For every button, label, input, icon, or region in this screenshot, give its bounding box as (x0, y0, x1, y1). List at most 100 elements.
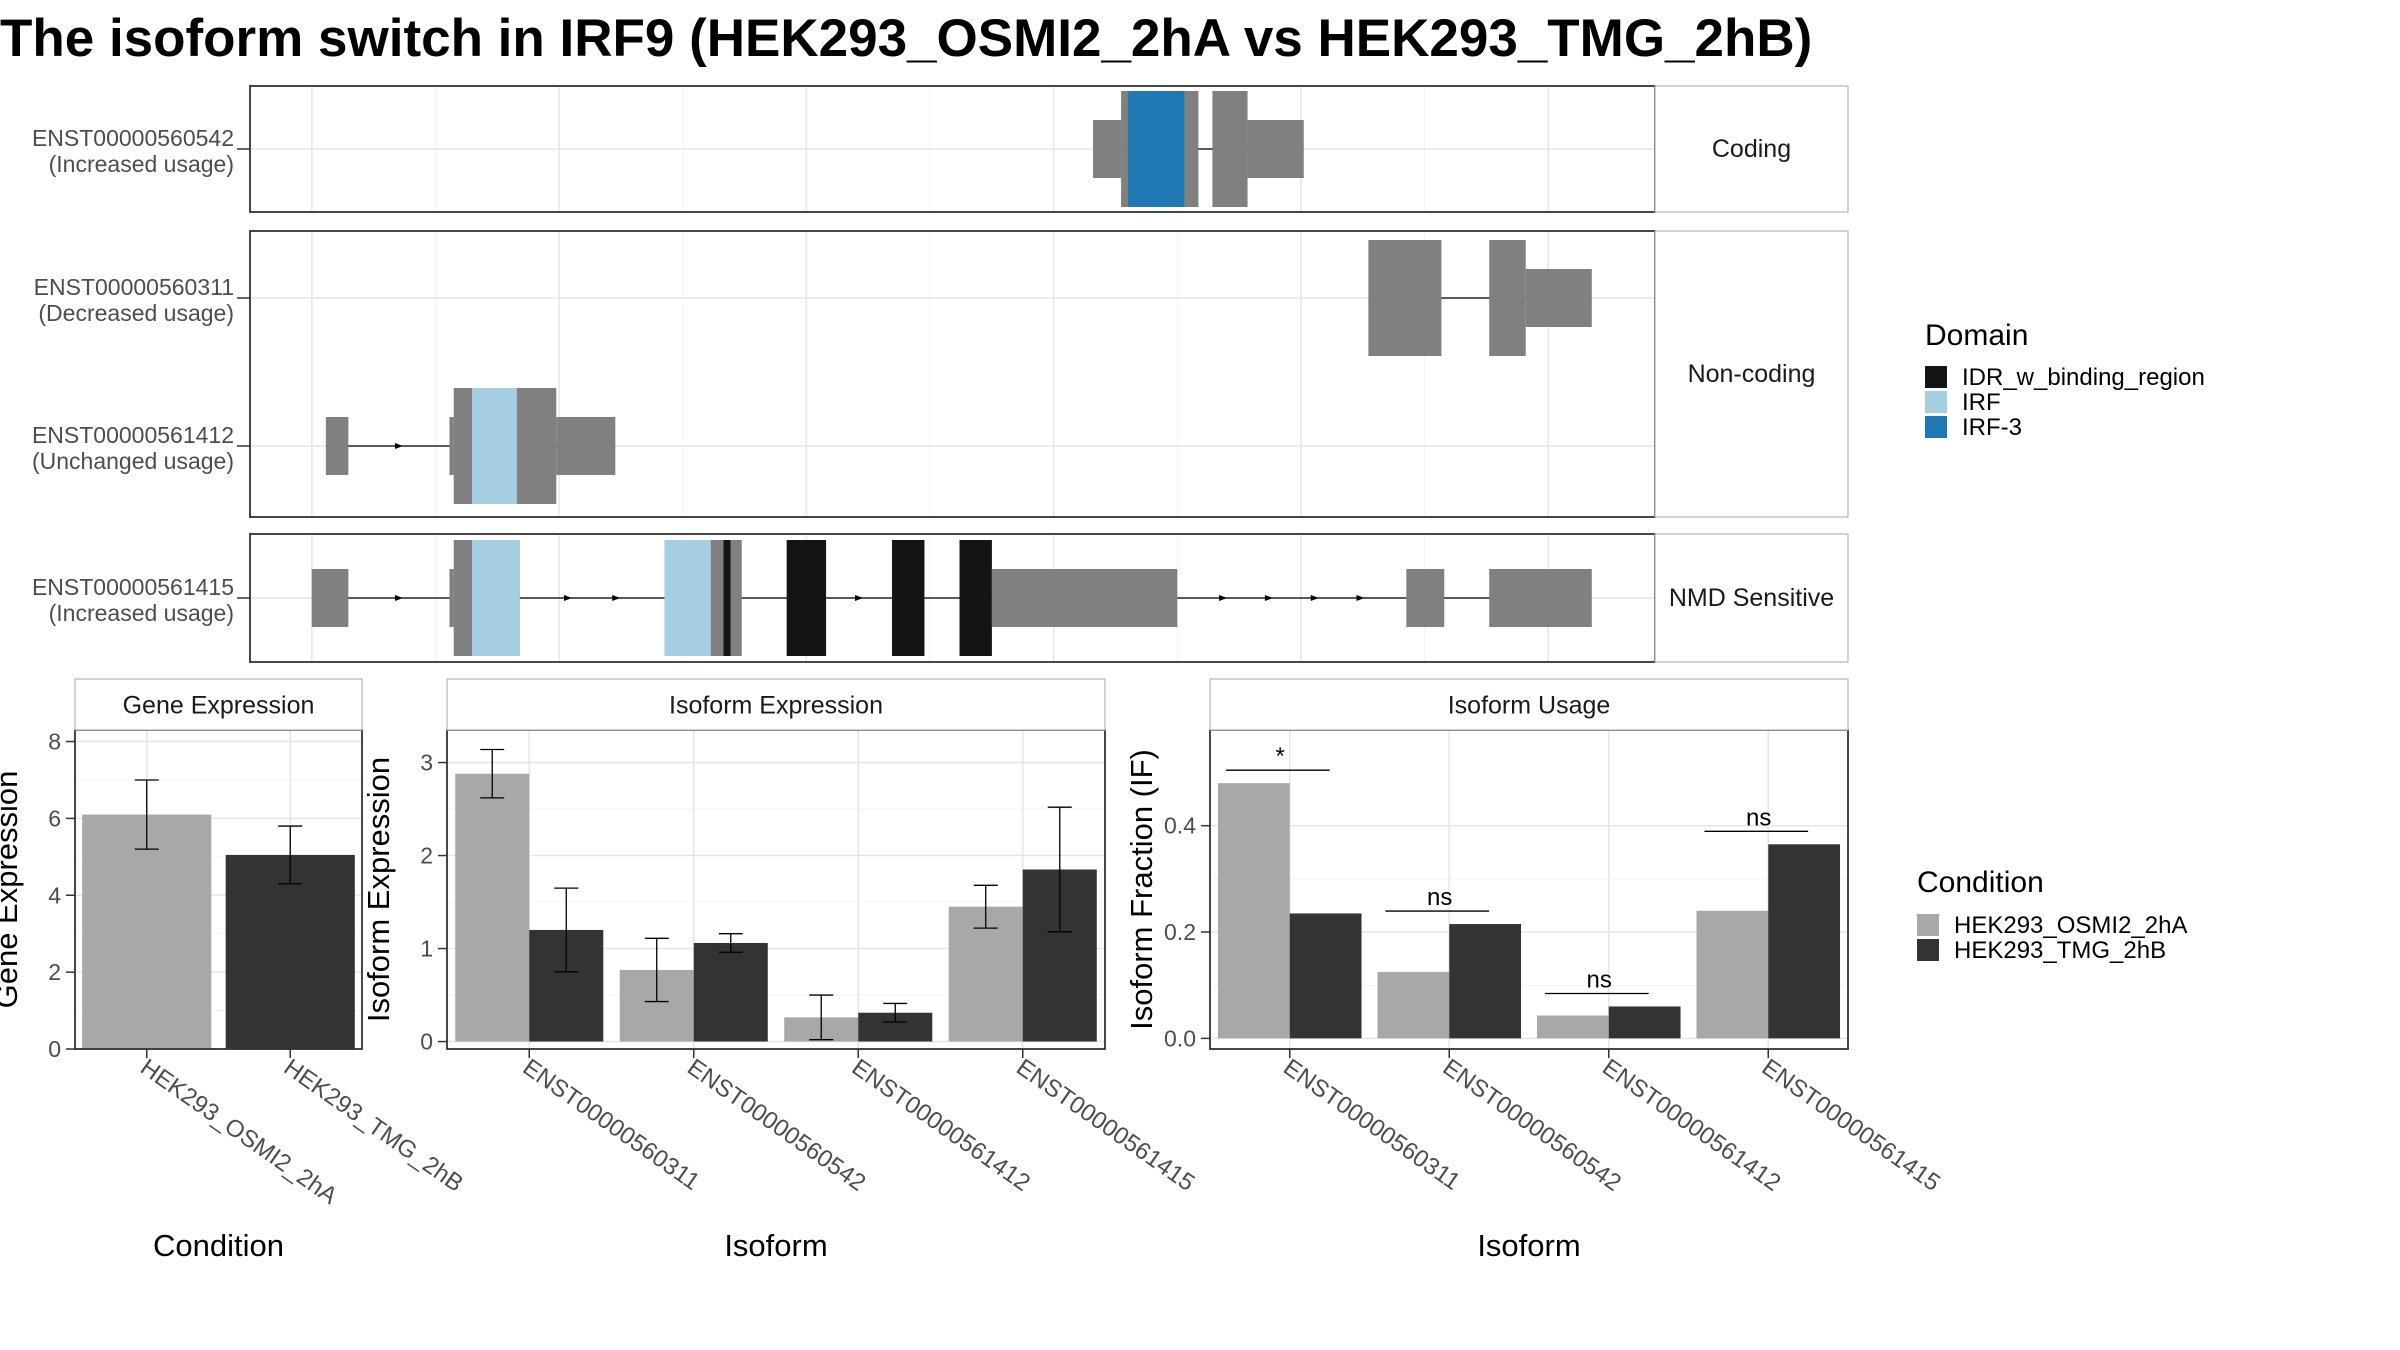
intron-arrow (1356, 595, 1365, 601)
isoform-usage-label: (Decreased usage) (38, 300, 234, 326)
y-tick-label: 3 (420, 750, 433, 776)
bar (948, 906, 1023, 1042)
exon (1406, 569, 1445, 627)
legend-key (1917, 939, 1939, 961)
bar (1449, 924, 1522, 1039)
isoform-usage-label: (Increased usage) (49, 151, 234, 177)
intron-arrow (1310, 595, 1319, 601)
x-tick-label: ENST00000560311 (518, 1054, 705, 1196)
intron-arrow (394, 443, 403, 449)
y-axis-title: Isoform Expression (361, 757, 396, 1022)
significance-label: ns (1427, 884, 1452, 911)
facet-nmd-sensitive: ENST00000561415(Increased usage) NMD Sens… (32, 533, 1849, 663)
x-axis-title: Isoform (1477, 1228, 1580, 1263)
intron-arrow (563, 595, 572, 601)
exon (730, 540, 742, 656)
bar (455, 773, 530, 1042)
error-bar (1047, 806, 1072, 933)
error-bar (278, 825, 303, 885)
exon (449, 569, 454, 627)
intron-arrow (1219, 595, 1228, 601)
x-axis-title: Isoform (724, 1228, 827, 1263)
facet-strip (74, 678, 363, 731)
facet-strip (1654, 85, 1849, 213)
isoform-label: ENST00000560542 (32, 125, 234, 151)
bar-plots: Gene Expression02468HEK293_OSMI2_2hAHEK2… (0, 678, 1945, 1263)
x-tick-label: ENST00000560542 (682, 1054, 870, 1197)
legend-label: HEK293_TMG_2hB (1954, 937, 2166, 964)
isoform-ENST00000561412 (325, 388, 616, 504)
exon (449, 417, 454, 475)
facet-label: NMD Sensitive (1669, 584, 1834, 612)
exon (516, 388, 557, 504)
exon (1212, 91, 1248, 207)
legend-key (1925, 366, 1947, 388)
error-bar (644, 937, 669, 1003)
x-tick-label: ENST00000561415 (1011, 1054, 1199, 1197)
x-tick-label: ENST00000560311 (1278, 1054, 1465, 1196)
facet-label: Isoform Expression (669, 692, 883, 720)
y-tick-label: 2 (420, 843, 433, 869)
chart-title: The isoform switch in IRF9 (HEK293_OSMI2… (0, 9, 1813, 68)
domain-idr_w_binding_region (786, 540, 827, 656)
y-tick-label: 1 (420, 936, 433, 962)
exon (311, 569, 349, 627)
y-axis-title: Isoform Fraction (IF) (1124, 749, 1159, 1030)
exon (1489, 240, 1526, 356)
intron-arrow (855, 595, 864, 601)
y-tick-label: 0 (420, 1029, 433, 1055)
facet-label: Gene Expression (123, 692, 315, 720)
bar (1536, 1015, 1609, 1039)
facet-strip (1654, 533, 1849, 663)
exon (556, 417, 616, 475)
legend-key (1917, 914, 1939, 936)
isoform-label: ENST00000561412 (32, 422, 234, 448)
exon (1247, 120, 1304, 178)
x-axis-title: Condition (153, 1228, 284, 1263)
bar (1377, 971, 1450, 1039)
domain-idr_w_binding_region (723, 540, 731, 656)
bar-panel-isoform-expression: Isoform Expression0123ENST00000560311ENS… (361, 678, 1200, 1263)
exon (1489, 569, 1592, 627)
significance-label: ns (1587, 966, 1612, 993)
bar (693, 942, 768, 1042)
isoform-label: ENST00000561415 (32, 574, 234, 600)
legend-label: IRF (1962, 389, 2001, 416)
bar (1289, 913, 1362, 1039)
exon (1093, 120, 1122, 178)
error-bar (718, 933, 743, 953)
domain-irf (471, 540, 520, 656)
error-bar (480, 748, 505, 799)
bar (1696, 910, 1769, 1039)
exon (1525, 269, 1592, 327)
facet-label: Non-coding (1688, 360, 1816, 388)
exon (325, 417, 349, 475)
error-bar (134, 779, 159, 850)
legend-label: HEK293_OSMI2_2hA (1954, 912, 2187, 939)
y-tick-label: 0.2 (1164, 919, 1196, 945)
legend-key (1925, 416, 1947, 438)
facet-strip (1209, 678, 1849, 731)
legend-key (1925, 391, 1947, 413)
bar (82, 814, 212, 1049)
significance-label: ns (1746, 804, 1771, 831)
y-tick-label: 6 (48, 805, 61, 831)
legend-title: Condition (1917, 866, 2044, 899)
exon (991, 569, 1178, 627)
facet-label: Isoform Usage (1448, 692, 1611, 720)
bar (1217, 783, 1290, 1039)
isoform-usage-label: (Unchanged usage) (32, 448, 234, 474)
error-bar (809, 994, 834, 1041)
bar-panel-gene-expression: Gene Expression02468HEK293_OSMI2_2hAHEK2… (0, 678, 468, 1263)
isoform-ENST00000560311 (1368, 240, 1592, 356)
bar-panel-isoform-usage: * ns ns ns Isoform Usage 0.0 0.2 0.4 ENST0000056… (1124, 678, 1945, 1263)
y-tick-label: 0.0 (1164, 1025, 1196, 1051)
legend-label: IDR_w_binding_region (1962, 364, 2205, 391)
y-tick-label: 0 (48, 1036, 61, 1062)
exon (1368, 240, 1442, 356)
facet-strip (446, 678, 1106, 731)
isoform-ENST00000561415 (311, 540, 1592, 656)
domain-irf (471, 388, 517, 504)
error-bar (554, 887, 579, 973)
